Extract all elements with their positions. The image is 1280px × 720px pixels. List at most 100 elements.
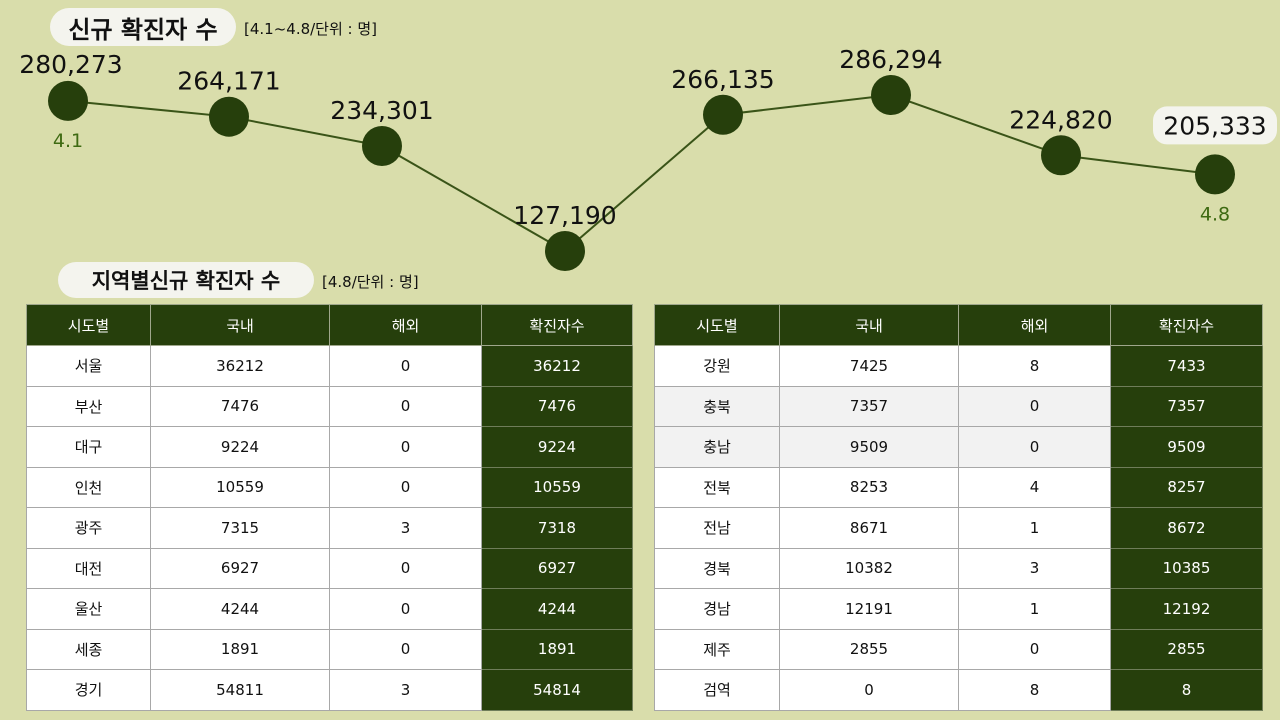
value-label: 266,135 (671, 65, 774, 94)
table-row: 충북 7357 0 7357 (654, 385, 1263, 427)
cell-total: 8 (1110, 669, 1263, 711)
value-label: 127,190 (513, 201, 616, 230)
cell-region: 강원 (654, 345, 780, 387)
cell-domestic: 2855 (779, 628, 959, 670)
table-row: 대전 6927 0 6927 (26, 547, 633, 589)
value-label: 286,294 (839, 45, 942, 74)
cell-region: 세종 (26, 628, 151, 670)
cell-overseas: 3 (329, 669, 482, 711)
value-label: 234,301 (330, 96, 433, 125)
cell-region: 부산 (26, 385, 151, 427)
regional-table-left: 시도별 국내 해외 확진자수 서울 36212 0 36212 부산 7476 0 7476 대… (26, 304, 633, 711)
cell-overseas: 0 (329, 466, 482, 508)
header-region: 시도별 (26, 304, 151, 346)
cell-overseas: 0 (329, 588, 482, 630)
cell-total: 7476 (481, 385, 633, 427)
cell-region: 제주 (654, 628, 780, 670)
cell-domestic: 36212 (150, 345, 330, 387)
data-point (362, 125, 402, 166)
cell-region: 경기 (26, 669, 151, 711)
cell-total: 12192 (1110, 588, 1263, 630)
x-axis-label-first: 4.1 (53, 130, 83, 152)
cell-total: 7433 (1110, 345, 1263, 387)
cell-total: 10385 (1110, 547, 1263, 589)
data-point (48, 80, 88, 121)
table-row: 검역 0 8 8 (654, 669, 1263, 711)
cell-domestic: 7476 (150, 385, 330, 427)
regional-subtitle: [4.8/단위 : 명] (322, 273, 419, 291)
cell-region: 경남 (654, 588, 780, 630)
cell-overseas: 1 (958, 507, 1111, 549)
cell-domestic: 7425 (779, 345, 959, 387)
cell-region: 충북 (654, 385, 780, 427)
cell-overseas: 0 (958, 628, 1111, 670)
cell-region: 충남 (654, 426, 780, 468)
cell-total: 36212 (481, 345, 633, 387)
cell-domestic: 10559 (150, 466, 330, 508)
value-label: 224,820 (1009, 105, 1112, 134)
cell-region: 인천 (26, 466, 151, 508)
cell-domestic: 7315 (150, 507, 330, 549)
table-header-row: 시도별 국내 해외 확진자수 (26, 304, 633, 346)
cell-domestic: 4244 (150, 588, 330, 630)
data-point (1041, 135, 1081, 176)
table-row: 서울 36212 0 36212 (26, 345, 633, 387)
table-row: 강원 7425 8 7433 (654, 345, 1263, 387)
data-point (545, 231, 585, 271)
cell-total: 2855 (1110, 628, 1263, 670)
cell-overseas: 4 (958, 466, 1111, 508)
header-region: 시도별 (654, 304, 780, 346)
table-row: 경기 54811 3 54814 (26, 669, 633, 711)
cell-total: 8257 (1110, 466, 1263, 508)
cell-overseas: 0 (958, 426, 1111, 468)
cell-domestic: 10382 (779, 547, 959, 589)
daily-cases-line-chart: 280,273 264,171 234,301 127,190 266,135 286,2… (19, 45, 1277, 271)
series-line (67, 93, 1216, 253)
cell-domestic: 9224 (150, 426, 330, 468)
cell-total: 54814 (481, 669, 633, 711)
cell-total: 7318 (481, 507, 633, 549)
cell-overseas: 3 (329, 507, 482, 549)
table-row: 제주 2855 0 2855 (654, 628, 1263, 670)
cell-domestic: 1891 (150, 628, 330, 670)
header-total: 확진자수 (481, 304, 633, 346)
chart-title: 신규 확진자 수 (50, 8, 236, 46)
data-point (209, 96, 249, 137)
cell-total: 6927 (481, 547, 633, 589)
cell-overseas: 0 (958, 385, 1111, 427)
data-point (703, 94, 743, 135)
cell-region: 검역 (654, 669, 780, 711)
table-row: 세종 1891 0 1891 (26, 628, 633, 670)
cell-domestic: 6927 (150, 547, 330, 589)
cell-overseas: 0 (329, 426, 482, 468)
table-row: 인천 10559 0 10559 (26, 466, 633, 508)
cell-region: 대구 (26, 426, 151, 468)
chart-subtitle: [4.1~4.8/단위 : 명] (244, 20, 378, 38)
header-domestic: 국내 (779, 304, 959, 346)
cell-region: 울산 (26, 588, 151, 630)
cell-total: 7357 (1110, 385, 1263, 427)
cell-domestic: 12191 (779, 588, 959, 630)
table-row: 전남 8671 1 8672 (654, 507, 1263, 549)
header-total: 확진자수 (1110, 304, 1263, 346)
cell-overseas: 8 (958, 345, 1111, 387)
table-row: 충남 9509 0 9509 (654, 426, 1263, 468)
cell-region: 전남 (654, 507, 780, 549)
cell-overseas: 0 (329, 345, 482, 387)
table-row: 경남 12191 1 12192 (654, 588, 1263, 630)
cell-region: 대전 (26, 547, 151, 589)
cell-domestic: 7357 (779, 385, 959, 427)
cell-region: 서울 (26, 345, 151, 387)
header-overseas: 해외 (329, 304, 482, 346)
table-row: 광주 7315 3 7318 (26, 507, 633, 549)
table-row: 경북 10382 3 10385 (654, 547, 1263, 589)
table-row: 전북 8253 4 8257 (654, 466, 1263, 508)
cell-region: 경북 (654, 547, 780, 589)
cell-total: 1891 (481, 628, 633, 670)
cell-overseas: 3 (958, 547, 1111, 589)
value-label-highlight (1153, 106, 1277, 145)
table-row: 울산 4244 0 4244 (26, 588, 633, 630)
cell-total: 4244 (481, 588, 633, 630)
cell-overseas: 0 (329, 628, 482, 670)
regional-table-right: 시도별 국내 해외 확진자수 강원 7425 8 7433 충북 7357 0 7357 충남 9… (654, 304, 1263, 711)
